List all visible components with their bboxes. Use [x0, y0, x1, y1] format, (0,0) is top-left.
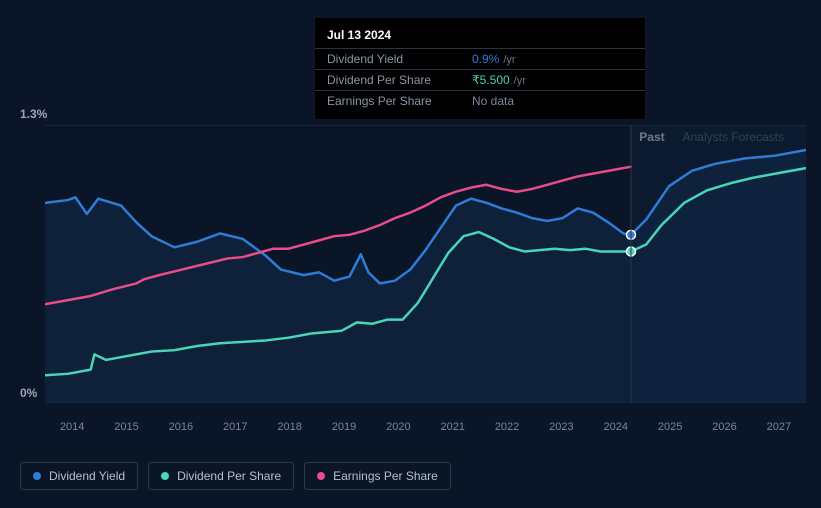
legend: Dividend Yield Dividend Per Share Earnings… — [20, 462, 451, 490]
chart-plot[interactable] — [45, 125, 806, 403]
legend-item[interactable]: Earnings Per Share — [304, 462, 451, 490]
legend-item[interactable]: Dividend Per Share — [148, 462, 294, 490]
xaxis-tick: 2027 — [752, 421, 806, 433]
tooltip-value: ₹5.500 — [472, 73, 510, 87]
xaxis-tick: 2026 — [697, 421, 751, 433]
xaxis-tick: 2018 — [262, 421, 316, 433]
tooltip-label: Dividend Yield — [327, 52, 472, 66]
tooltip-unit: /yr — [503, 54, 515, 66]
tooltip-date: Jul 13 2024 — [315, 26, 645, 48]
tooltip-unit: /yr — [514, 75, 526, 87]
tooltip-row: Earnings Per ShareNo data — [315, 90, 645, 111]
xaxis-tick: 2020 — [371, 421, 425, 433]
xaxis-tick: 2017 — [208, 421, 262, 433]
legend-dot-icon — [33, 472, 41, 480]
tooltip-row: Dividend Yield0.9% /yr — [315, 48, 645, 69]
tooltip-value: 0.9% — [472, 52, 499, 66]
xaxis-tick: 2024 — [589, 421, 643, 433]
xaxis: 2014201520162017201820192020202120222023… — [45, 421, 806, 433]
tooltip-row: Dividend Per Share₹5.500/yr — [315, 69, 645, 90]
tooltip-label: Earnings Per Share — [327, 94, 472, 108]
legend-item[interactable]: Dividend Yield — [20, 462, 138, 490]
legend-dot-icon — [317, 472, 325, 480]
yaxis-min: 0% — [20, 386, 37, 400]
xaxis-tick: 2022 — [480, 421, 534, 433]
xaxis-tick: 2014 — [45, 421, 99, 433]
chart-tooltip: Jul 13 2024 Dividend Yield0.9%/yrDividen… — [315, 18, 645, 119]
legend-dot-icon — [161, 472, 169, 480]
xaxis-tick: 2025 — [643, 421, 697, 433]
yaxis-max: 1.3% — [20, 107, 47, 121]
legend-label: Earnings Per Share — [333, 469, 438, 483]
xaxis-tick: 2019 — [317, 421, 371, 433]
tooltip-label: Dividend Per Share — [327, 73, 472, 87]
xaxis-tick: 2023 — [534, 421, 588, 433]
xaxis-tick: 2015 — [99, 421, 153, 433]
tooltip-value: No data — [472, 94, 514, 108]
xaxis-tick: 2021 — [426, 421, 480, 433]
legend-label: Dividend Yield — [49, 469, 125, 483]
legend-label: Dividend Per Share — [177, 469, 281, 483]
xaxis-tick: 2016 — [154, 421, 208, 433]
chart-area: 1.3% 0% Past Analysts Forecasts 20142015… — [20, 105, 806, 438]
